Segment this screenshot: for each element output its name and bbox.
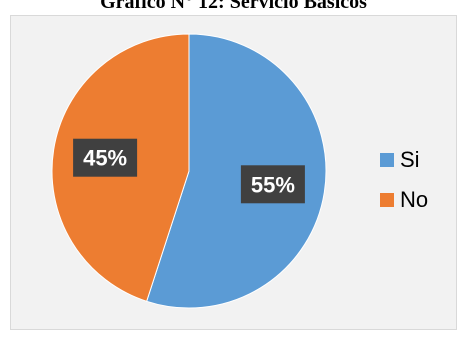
- data-label-text: 55%: [251, 172, 295, 197]
- legend-entry-no: No: [380, 180, 428, 220]
- data-label-bg: [73, 138, 138, 177]
- data-label-si: 55%: [240, 165, 305, 204]
- chart-title: Gráfico N° 12: Servicio Básicos: [100, 0, 367, 13]
- data-label-text: 45%: [83, 146, 127, 171]
- legend-label-si: Si: [400, 147, 420, 172]
- legend-entry-si: Si: [380, 140, 428, 180]
- legend-swatch-no: [380, 193, 394, 207]
- legend-swatch-si: [380, 153, 394, 167]
- data-label-bg: [240, 165, 305, 204]
- legend-label-no: No: [400, 187, 429, 212]
- data-label-no: 45%: [73, 138, 138, 177]
- legend: Si No: [380, 140, 428, 220]
- pie-slice-si: [146, 33, 327, 309]
